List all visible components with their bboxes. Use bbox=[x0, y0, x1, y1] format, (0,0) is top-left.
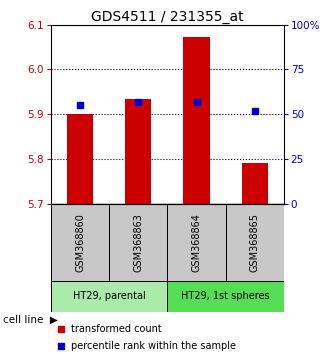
Bar bbox=[125, 99, 151, 204]
FancyBboxPatch shape bbox=[167, 204, 226, 281]
Text: percentile rank within the sample: percentile rank within the sample bbox=[71, 341, 236, 350]
FancyBboxPatch shape bbox=[51, 281, 167, 312]
Text: GSM368863: GSM368863 bbox=[133, 213, 144, 272]
Title: GDS4511 / 231355_at: GDS4511 / 231355_at bbox=[91, 10, 244, 24]
FancyBboxPatch shape bbox=[109, 204, 167, 281]
Text: GSM368860: GSM368860 bbox=[75, 213, 85, 272]
FancyBboxPatch shape bbox=[51, 204, 109, 281]
Bar bbox=[183, 37, 210, 204]
Bar bbox=[67, 114, 93, 204]
Text: HT29, 1st spheres: HT29, 1st spheres bbox=[181, 291, 270, 302]
FancyBboxPatch shape bbox=[167, 281, 284, 312]
FancyBboxPatch shape bbox=[226, 204, 284, 281]
Text: HT29, parental: HT29, parental bbox=[73, 291, 146, 302]
Bar bbox=[242, 163, 268, 204]
Text: GSM368864: GSM368864 bbox=[191, 213, 202, 272]
Text: transformed count: transformed count bbox=[71, 324, 162, 333]
Text: GSM368865: GSM368865 bbox=[250, 213, 260, 272]
Text: cell line  ▶: cell line ▶ bbox=[3, 315, 58, 325]
